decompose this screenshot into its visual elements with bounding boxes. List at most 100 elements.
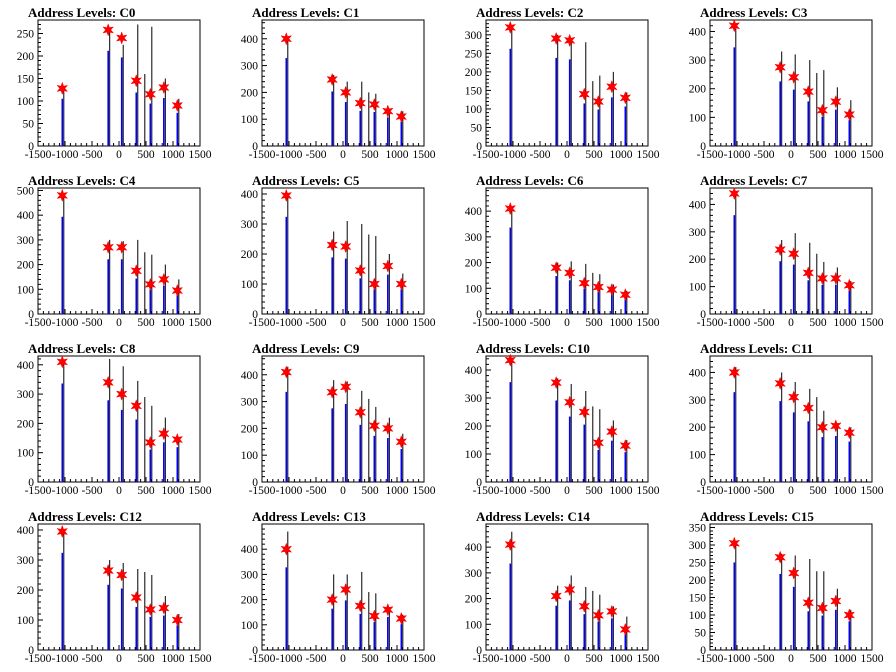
panel-0: Address Levels: C0 0 50 100 150 200 250 -1500 -1… (17, 5, 212, 161)
peak-marker (171, 283, 184, 298)
x-tick-label: 0 (340, 653, 346, 665)
x-tick-label: -1000 (52, 653, 79, 665)
y-tick-label: 0 (476, 645, 482, 657)
y-tick-label: 50 (695, 628, 707, 640)
x-tick-label: 1500 (189, 149, 212, 161)
panel-5: Address Levels: C5 0 100 200 300 400 -1500 -100… (241, 173, 436, 329)
peak-marker (102, 563, 115, 578)
x-tick-label: -1000 (500, 149, 527, 161)
peak-marker (144, 602, 157, 617)
x-tick-label: -1000 (52, 149, 79, 161)
x-tick-label: 1000 (834, 485, 857, 497)
x-tick-label: 1500 (413, 485, 436, 497)
peak-marker (504, 20, 517, 35)
panel-title: Address Levels: C2 (476, 5, 583, 20)
x-tick-label: -500 (305, 149, 326, 161)
y-tick-label: 200 (241, 249, 259, 261)
x-tick-label: -1500 (697, 317, 724, 329)
peak-marker (592, 94, 605, 109)
peak-marker (619, 287, 632, 302)
peak-marker (802, 266, 815, 280)
x-tick-label: 1000 (162, 653, 185, 665)
peak-marker (843, 608, 856, 622)
y-tick-label: 200 (465, 594, 483, 606)
peak-marker (829, 419, 842, 433)
y-tick-label: 300 (465, 393, 483, 405)
y-tick-label: 100 (689, 112, 707, 124)
x-tick-label: 1500 (861, 149, 884, 161)
x-tick-label: 500 (809, 485, 827, 497)
y-tick-label: 100 (17, 96, 35, 108)
peak-marker (368, 277, 381, 291)
panel-6: Address Levels: C6 0 100 200 300 400 -1500 -100… (465, 173, 660, 329)
y-tick-label: 100 (241, 114, 259, 126)
x-tick-label: 0 (564, 653, 570, 665)
peak-marker (829, 271, 842, 286)
peak-marker (326, 385, 339, 399)
x-tick-label: -500 (529, 317, 550, 329)
peak-marker (774, 60, 787, 75)
y-tick-label: 300 (465, 568, 483, 580)
x-tick-label: -1500 (473, 485, 500, 497)
y-tick-label: 300 (689, 55, 707, 67)
panel-title: Address Levels: C0 (28, 5, 135, 20)
y-tick-label: 300 (465, 232, 483, 244)
x-tick-label: 1500 (861, 485, 884, 497)
x-tick-label: -1500 (25, 317, 52, 329)
x-tick-label: 1500 (189, 485, 212, 497)
peak-marker (605, 424, 618, 439)
peak-marker (550, 260, 563, 275)
peak-marker (787, 390, 800, 404)
panel-7: Address Levels: C7 0 100 200 300 400 -1500 -100… (689, 173, 884, 329)
panel-title: Address Levels: C5 (252, 173, 360, 188)
x-tick-label: 500 (361, 149, 379, 161)
x-tick-label: -1500 (473, 653, 500, 665)
peak-marker (171, 613, 184, 627)
peak-marker (280, 188, 293, 203)
peak-marker (339, 239, 352, 254)
peak-marker (395, 109, 408, 124)
x-tick-label: 1000 (834, 149, 857, 161)
y-tick-label: 100 (241, 450, 259, 462)
y-tick-label: 350 (689, 523, 707, 535)
x-tick-label: 1500 (637, 653, 660, 665)
x-tick-label: -500 (81, 653, 102, 665)
peak-marker (368, 609, 381, 623)
y-tick-label: 400 (689, 199, 707, 211)
peak-marker (280, 365, 293, 379)
x-tick-label: -500 (529, 149, 550, 161)
y-tick-label: 100 (689, 610, 707, 622)
panel-title: Address Levels: C13 (252, 509, 366, 524)
panel-title: Address Levels: C8 (28, 341, 136, 356)
y-tick-label: 200 (689, 575, 707, 587)
peak-marker (144, 435, 157, 450)
y-tick-label: 0 (28, 477, 34, 489)
peak-marker (381, 259, 394, 273)
x-tick-label: -1500 (25, 653, 52, 665)
y-tick-label: 200 (689, 422, 707, 434)
y-tick-label: 300 (241, 569, 259, 581)
x-tick-label: 1000 (834, 317, 857, 329)
peak-marker (354, 263, 367, 278)
peak-marker (339, 85, 352, 100)
x-tick-label: -500 (753, 485, 774, 497)
panel-12: Address Levels: C12 0 100 200 300 400 -1500 -10… (17, 509, 212, 665)
x-tick-label: 1500 (413, 149, 436, 161)
panel-3: Address Levels: C3 0 100 200 300 400 -1500 -100… (689, 5, 884, 161)
peak-marker (381, 602, 394, 617)
y-tick-label: 200 (17, 585, 35, 597)
x-tick-label: 500 (809, 653, 827, 665)
x-tick-label: 500 (361, 317, 379, 329)
y-tick-label: 100 (17, 284, 35, 296)
x-tick-label: -1000 (276, 653, 303, 665)
y-tick-label: 400 (465, 206, 483, 218)
x-tick-label: 500 (361, 485, 379, 497)
x-tick-label: -1000 (724, 317, 751, 329)
peak-marker (563, 582, 576, 597)
peak-marker (816, 420, 829, 434)
x-tick-label: 500 (585, 485, 603, 497)
peak-marker (130, 590, 143, 605)
panel-4: Address Levels: C40100200300400500-1500-… (17, 173, 212, 329)
y-tick-label: 50 (471, 122, 483, 134)
x-tick-label: -500 (753, 653, 774, 665)
